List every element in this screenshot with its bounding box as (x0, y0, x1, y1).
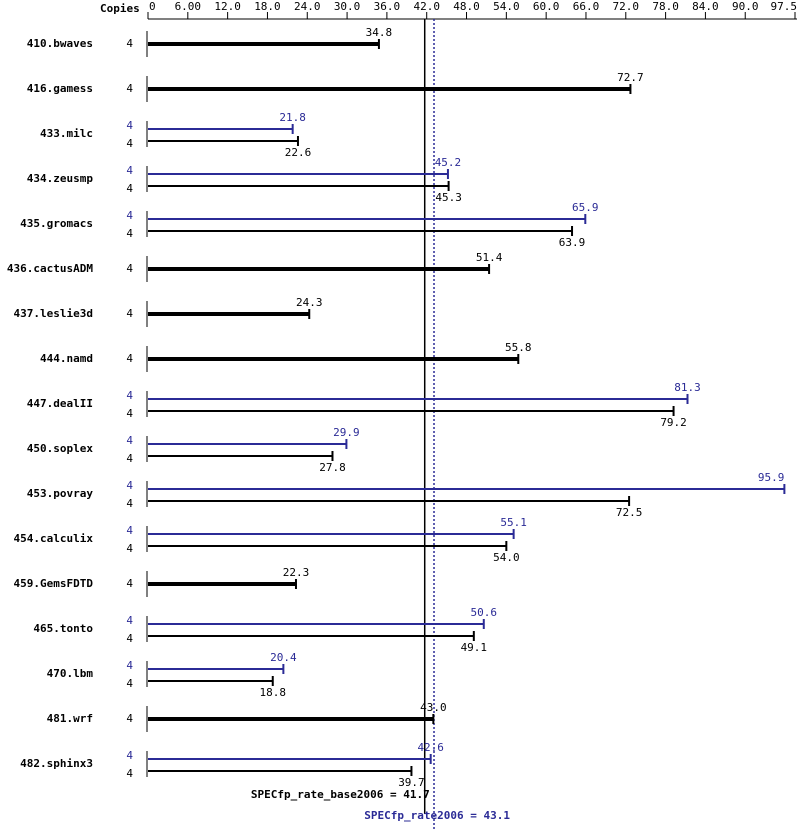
copies-label: 4 (126, 659, 133, 672)
summary-label: SPECfp_rate2006 = 43.1 (364, 809, 510, 822)
copies-label: 4 (126, 352, 133, 365)
x-tick-label: 12.0 (214, 0, 241, 13)
value-label: 54.0 (493, 551, 520, 564)
copies-label: 4 (126, 497, 133, 510)
copies-label: 4 (126, 434, 133, 447)
x-tick-label: 66.0 (573, 0, 600, 13)
value-label: 43.0 (420, 701, 447, 714)
value-label: 72.5 (616, 506, 643, 519)
value-label: 20.4 (270, 651, 297, 664)
benchmark-name: 450.soplex (27, 442, 94, 455)
copies-label: 4 (126, 227, 133, 240)
copies-label: 4 (126, 677, 133, 690)
copies-label: 4 (126, 119, 133, 132)
copies-label: 4 (126, 407, 133, 420)
benchmark-name: 416.gamess (27, 82, 93, 95)
value-label: 29.9 (333, 426, 360, 439)
value-label: 65.9 (572, 201, 599, 214)
value-label: 22.3 (283, 566, 310, 579)
copies-label: 4 (126, 524, 133, 537)
benchmark-name: 481.wrf (47, 712, 93, 725)
value-label: 81.3 (674, 381, 701, 394)
copies-label: 4 (126, 632, 133, 645)
x-tick-label: 42.0 (413, 0, 440, 13)
value-label: 18.8 (260, 686, 287, 699)
x-tick-label: 97.5 (771, 0, 798, 13)
x-tick-label: 78.0 (652, 0, 679, 13)
copies-label: 4 (126, 452, 133, 465)
x-tick-label: 0 (149, 0, 156, 13)
summary-label: SPECfp_rate_base2006 = 41.7 (251, 788, 430, 801)
value-label: 22.6 (285, 146, 312, 159)
x-tick-label: 6.00 (175, 0, 202, 13)
value-label: 45.3 (435, 191, 462, 204)
copies-label: 4 (126, 479, 133, 492)
x-tick-label: 54.0 (493, 0, 520, 13)
copies-label: 4 (126, 767, 133, 780)
benchmark-name: 437.leslie3d (14, 307, 93, 320)
x-tick-label: 60.0 (533, 0, 560, 13)
copies-label: 4 (126, 712, 133, 725)
x-tick-label: 84.0 (692, 0, 719, 13)
value-label: 27.8 (319, 461, 346, 474)
value-label: 63.9 (559, 236, 586, 249)
copies-label: 4 (126, 182, 133, 195)
benchmark-name: 444.namd (40, 352, 93, 365)
value-label: 50.6 (471, 606, 498, 619)
x-tick-label: 90.0 (732, 0, 759, 13)
copies-label: 4 (126, 542, 133, 555)
benchmark-name: 436.cactusADM (7, 262, 93, 275)
x-tick-label: 24.0 (294, 0, 321, 13)
copies-label: 4 (126, 164, 133, 177)
copies-label: 4 (126, 307, 133, 320)
x-tick-label: 30.0 (334, 0, 361, 13)
value-label: 21.8 (279, 111, 306, 124)
copies-label: 4 (126, 82, 133, 95)
copies-label: 4 (126, 137, 133, 150)
value-label: 72.7 (617, 71, 644, 84)
value-label: 42.6 (417, 741, 444, 754)
axis-label: Copies (100, 2, 140, 15)
benchmark-name: 454.calculix (14, 532, 94, 545)
benchmark-name: 482.sphinx3 (20, 757, 93, 770)
benchmark-name: 465.tonto (33, 622, 93, 635)
copies-label: 4 (126, 389, 133, 402)
value-label: 51.4 (476, 251, 503, 264)
x-tick-label: 48.0 (453, 0, 480, 13)
value-label: 45.2 (435, 156, 462, 169)
benchmark-name: 434.zeusmp (27, 172, 94, 185)
copies-label: 4 (126, 209, 133, 222)
copies-label: 4 (126, 577, 133, 590)
value-label: 55.1 (500, 516, 527, 529)
x-tick-label: 18.0 (254, 0, 281, 13)
value-label: 55.8 (505, 341, 532, 354)
copies-label: 4 (126, 262, 133, 275)
benchmark-name: 459.GemsFDTD (14, 577, 94, 590)
value-label: 95.9 (758, 471, 785, 484)
benchmark-name: 447.dealII (27, 397, 93, 410)
value-label: 79.2 (660, 416, 687, 429)
x-tick-label: 36.0 (374, 0, 401, 13)
value-label: 39.7 (398, 776, 425, 789)
x-tick-label: 72.0 (613, 0, 640, 13)
copies-label: 4 (126, 749, 133, 762)
benchmark-name: 433.milc (40, 127, 93, 140)
benchmark-name: 435.gromacs (20, 217, 93, 230)
copies-label: 4 (126, 37, 133, 50)
value-label: 34.8 (366, 26, 393, 39)
copies-label: 4 (126, 614, 133, 627)
benchmark-name: 453.povray (27, 487, 94, 500)
value-label: 49.1 (461, 641, 488, 654)
benchmark-name: 470.lbm (47, 667, 94, 680)
benchmark-name: 410.bwaves (27, 37, 93, 50)
value-label: 24.3 (296, 296, 323, 309)
